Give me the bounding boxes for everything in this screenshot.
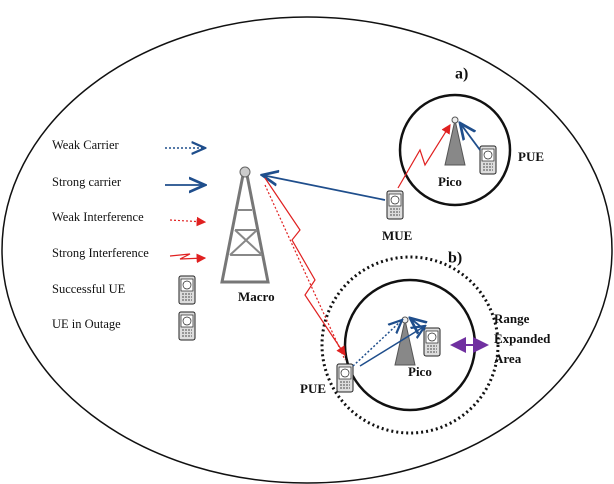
macro-tower — [222, 167, 268, 282]
cell-label: Pico — [438, 174, 462, 189]
range-label: Expanded — [494, 331, 551, 346]
legend-label: Strong Interference — [52, 246, 149, 260]
scenario-b: b) Pico PUE Range Expanded Area — [265, 178, 551, 433]
scenario-a: a) Pico PUE MUE — [262, 66, 544, 243]
scenario-tag: a) — [455, 66, 468, 83]
legend-label: Successful UE — [52, 282, 126, 296]
cell-label: Pico — [408, 364, 432, 379]
legend-label: Weak Interference — [52, 210, 144, 224]
range-label: Area — [494, 351, 522, 366]
scenario-tag: b) — [448, 250, 462, 267]
legend-label: UE in Outage — [52, 317, 121, 331]
ue-label: PUE — [300, 381, 326, 396]
legend: Weak Carrier Strong carrier Weak Interfe… — [52, 138, 205, 340]
ue-label: MUE — [382, 228, 412, 243]
diagram: Weak Carrier Strong carrier Weak Interfe… — [0, 0, 614, 484]
macro-label: Macro — [238, 289, 275, 304]
range-label: Range — [494, 311, 530, 326]
legend-label: Weak Carrier — [52, 138, 120, 152]
ue-label: PUE — [518, 149, 544, 164]
legend-label: Strong carrier — [52, 175, 122, 189]
